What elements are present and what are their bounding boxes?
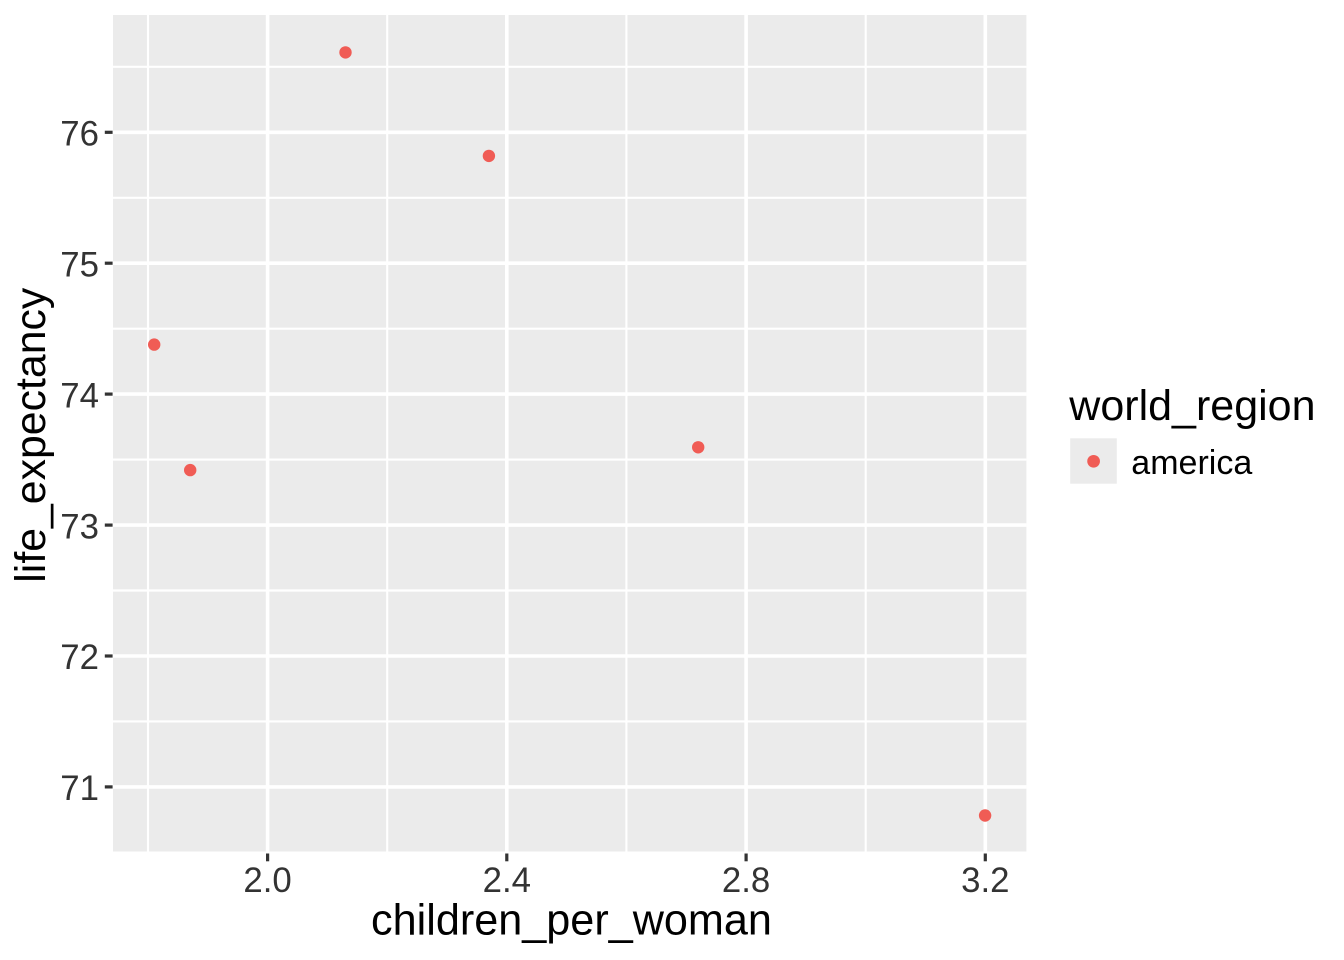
svg-text:72: 72 (60, 638, 99, 677)
svg-text:america: america (1131, 444, 1252, 482)
svg-text:75: 75 (60, 245, 99, 284)
svg-text:76: 76 (60, 115, 99, 154)
svg-text:71: 71 (60, 769, 99, 808)
svg-text:74: 74 (60, 376, 99, 415)
svg-text:2.8: 2.8 (722, 861, 770, 900)
svg-text:73: 73 (60, 507, 99, 546)
svg-text:world_region: world_region (1068, 382, 1315, 430)
svg-text:life_expectancy: life_expectancy (7, 287, 55, 583)
svg-text:3.2: 3.2 (961, 861, 1009, 900)
svg-text:children_per_woman: children_per_woman (371, 896, 772, 944)
svg-text:2.0: 2.0 (243, 861, 291, 900)
svg-text:2.4: 2.4 (483, 861, 531, 900)
